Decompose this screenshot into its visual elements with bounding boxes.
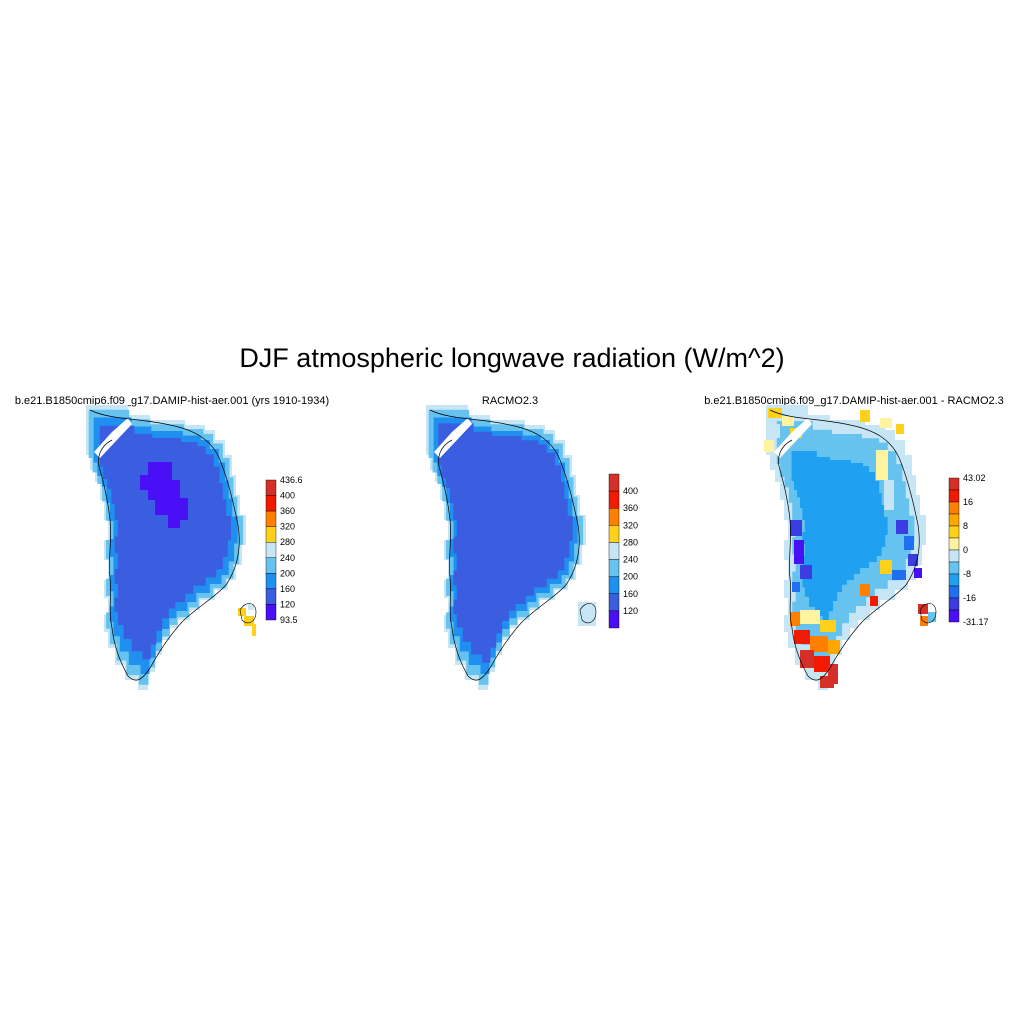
colorbar-swatch <box>948 525 960 539</box>
colorbar-tick-label: 280 <box>280 537 295 547</box>
colorbar-tick-label: 240 <box>623 555 638 565</box>
colorbar-tick-label: 120 <box>623 606 638 616</box>
colorbar-tick-label: -8 <box>963 569 971 579</box>
colorbar-swatch <box>948 501 960 515</box>
colorbar-tick-label: 360 <box>280 506 295 516</box>
colorbar-tick-label: 400 <box>280 491 295 501</box>
colorbar-swatch <box>948 477 960 491</box>
colorbar-tick-label: 16 <box>963 497 973 507</box>
colorbar-swatch <box>265 526 277 543</box>
colorbar-swatch <box>265 495 277 512</box>
colorbar-swatch <box>265 573 277 590</box>
colorbar-swatch <box>948 549 960 563</box>
panel-1-map: 436.6 400 360 320 280 240 200 160 120 93.5 <box>86 405 303 690</box>
colorbar-swatch <box>265 479 277 496</box>
colorbar-swatch <box>948 597 960 611</box>
colorbar-swatch <box>608 593 620 612</box>
colorbar-swatch <box>608 576 620 594</box>
colorbar-swatch <box>948 537 960 551</box>
colorbar-swatch <box>608 542 620 560</box>
colorbar-tick-label: 8 <box>963 521 968 531</box>
colorbar-tick-label: 120 <box>280 599 295 609</box>
colorbar-swatch <box>948 573 960 587</box>
colorbar-swatch <box>948 609 960 623</box>
colorbar-tick-label: -16 <box>963 593 976 603</box>
colorbar-swatch <box>608 490 620 509</box>
colorbar-swatch <box>608 525 620 543</box>
colorbar-swatch <box>948 585 960 599</box>
colorbar-swatch <box>265 510 277 527</box>
colorbar-swatch <box>265 588 277 605</box>
colorbar-swatch <box>265 542 277 558</box>
figure-title: DJF atmospheric longwave radiation (W/m^… <box>239 343 785 373</box>
colorbar-tick-label: 93.5 <box>280 615 298 625</box>
colorbar-swatch <box>608 508 620 526</box>
colorbar-tick-label: -31.17 <box>963 617 989 627</box>
colorbar-swatch <box>948 489 960 503</box>
panel-3-colorbar: 43.02 16 8 0 -8 -16 -31.17 <box>948 473 989 627</box>
panel-1-interior-minimum <box>140 462 188 528</box>
panel-2-title: RACMO2.3 <box>481 395 539 407</box>
colorbar-tick-label: 160 <box>623 589 638 599</box>
colorbar-tick-label: 320 <box>623 520 638 530</box>
colorbar-swatch <box>608 610 620 629</box>
colorbar-tick-label: 400 <box>623 486 638 496</box>
colorbar-tick-label: 280 <box>623 537 638 547</box>
colorbar-tick-label: 240 <box>280 553 295 563</box>
colorbar-tick-label: 360 <box>623 503 638 513</box>
panel-3-map <box>764 405 937 690</box>
colorbar-swatch <box>265 557 277 574</box>
colorbar-tick-label: 200 <box>280 568 295 578</box>
panel-1-water-gap <box>94 418 132 458</box>
panel-1-title: b.e21.B1850cmip6.f09_g17.DAMIP-hist-aer.… <box>14 395 330 407</box>
colorbar-tick-label: 43.02 <box>963 473 986 483</box>
panel-2-map <box>426 405 597 690</box>
colorbar-tick-label: 200 <box>623 572 638 582</box>
panel-2-colorbar: 400 360 320 280 240 200 160 120 <box>608 473 638 629</box>
colorbar-swatch <box>608 559 620 577</box>
colorbar-swatch <box>265 604 277 621</box>
colorbar-swatch <box>608 473 620 492</box>
colorbar-tick-label: 160 <box>280 584 295 594</box>
panel-1-coastline <box>89 409 240 681</box>
panel-3-coastline <box>769 409 920 681</box>
panel-3-title: b.e21.B1850cmip6.f09_g17.DAMIP-hist-aer.… <box>704 395 1004 407</box>
panel-1-colorbar: 436.6 400 360 320 280 240 200 160 120 93.5 <box>265 475 303 625</box>
colorbar-swatch <box>948 561 960 575</box>
panel-2-coastline <box>429 409 580 681</box>
colorbar-swatch <box>948 513 960 527</box>
colorbar-tick-label: 320 <box>280 522 295 532</box>
colorbar-tick-label: 0 <box>963 545 968 555</box>
colorbar-tick-label: 436.6 <box>280 475 303 485</box>
